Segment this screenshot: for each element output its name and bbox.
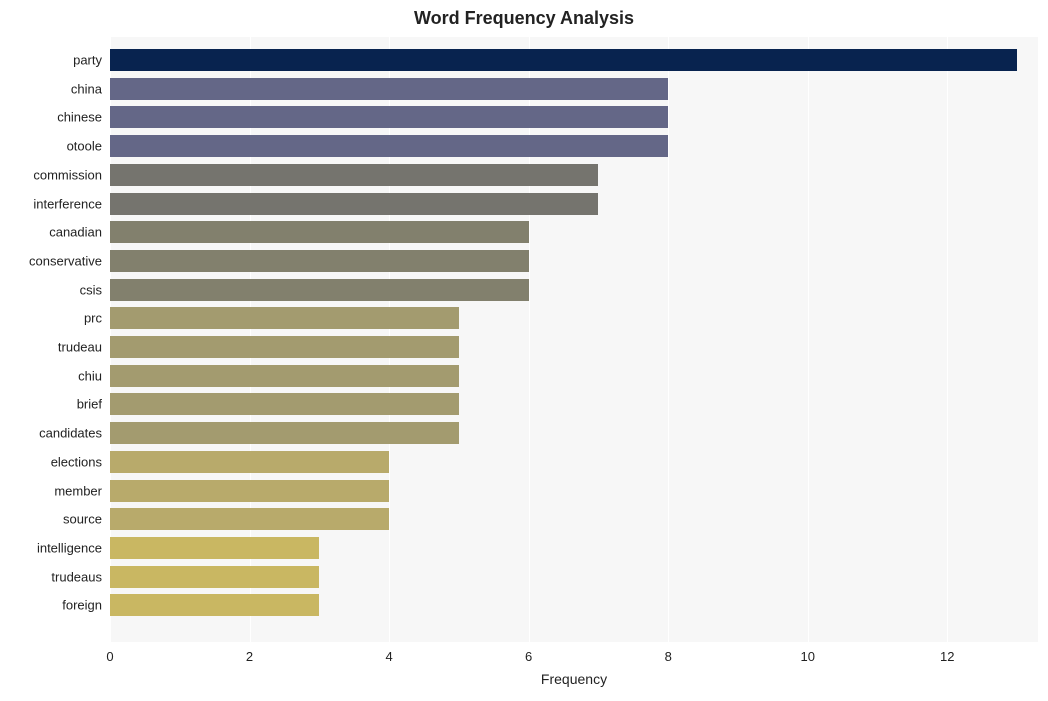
plot-area: 024681012partychinachineseotoolecommissi… <box>110 37 1038 642</box>
y-tick-label: candidates <box>39 427 102 440</box>
y-tick-label: csis <box>80 283 102 296</box>
y-tick-label: intelligence <box>37 541 102 554</box>
bar <box>110 365 459 387</box>
bar <box>110 193 598 215</box>
bar <box>110 537 319 559</box>
bar <box>110 164 598 186</box>
y-tick-label: otoole <box>67 140 102 153</box>
chart-title: Word Frequency Analysis <box>0 8 1048 29</box>
x-tick-label: 0 <box>106 650 113 663</box>
x-tick-label: 8 <box>665 650 672 663</box>
y-tick-label: chiu <box>78 369 102 382</box>
bar <box>110 307 459 329</box>
y-tick-label: trudeau <box>58 341 102 354</box>
bar <box>110 78 668 100</box>
bar <box>110 49 1017 71</box>
bar <box>110 250 529 272</box>
y-tick-label: china <box>71 82 102 95</box>
y-tick-label: foreign <box>62 599 102 612</box>
y-tick-label: elections <box>51 455 102 468</box>
bar <box>110 480 389 502</box>
y-tick-label: party <box>73 54 102 67</box>
bar <box>110 422 459 444</box>
bar <box>110 221 529 243</box>
bar <box>110 566 319 588</box>
y-tick-label: chinese <box>57 111 102 124</box>
y-tick-label: source <box>63 513 102 526</box>
bar <box>110 135 668 157</box>
x-tick-label: 4 <box>385 650 392 663</box>
bar <box>110 451 389 473</box>
gridline <box>668 37 669 642</box>
x-tick-label: 6 <box>525 650 532 663</box>
chart-container: Word Frequency Analysis 024681012partych… <box>0 0 1048 701</box>
y-tick-label: interference <box>33 197 102 210</box>
x-tick-label: 10 <box>801 650 815 663</box>
gridline <box>947 37 948 642</box>
gridline <box>808 37 809 642</box>
y-tick-label: conservative <box>29 254 102 267</box>
bar <box>110 393 459 415</box>
bar <box>110 336 459 358</box>
bar <box>110 279 529 301</box>
y-tick-label: canadian <box>49 226 102 239</box>
bar <box>110 106 668 128</box>
x-axis-label: Frequency <box>110 672 1038 686</box>
y-tick-label: prc <box>84 312 102 325</box>
bar <box>110 594 319 616</box>
x-tick-label: 12 <box>940 650 954 663</box>
bar <box>110 508 389 530</box>
y-tick-label: commission <box>33 168 102 181</box>
y-tick-label: trudeaus <box>51 570 102 583</box>
y-tick-label: member <box>54 484 102 497</box>
y-tick-label: brief <box>77 398 102 411</box>
x-tick-label: 2 <box>246 650 253 663</box>
